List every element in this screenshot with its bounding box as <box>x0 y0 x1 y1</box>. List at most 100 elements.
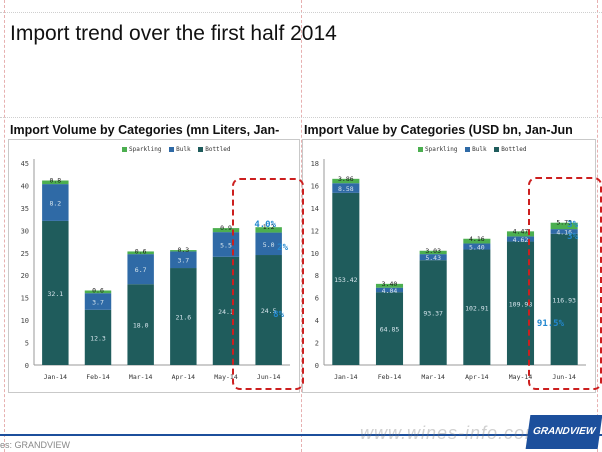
y-tick-label: 14 <box>311 205 319 213</box>
bar-bulk <box>550 229 578 234</box>
y-tick-label: 18 <box>311 160 319 168</box>
data-label-bottled: 102.91 <box>465 304 489 312</box>
y-tick-label: 6 <box>315 295 319 303</box>
share-annotation: 2% <box>277 243 288 253</box>
legend-label-bottled: Bottled <box>205 146 231 153</box>
bar-bottled <box>550 233 578 365</box>
guide-line-top <box>0 12 602 13</box>
guide-line-center <box>301 0 302 452</box>
guide-line-right <box>597 0 598 452</box>
bar-sparkling <box>255 227 282 233</box>
bar-sparkling <box>84 290 112 294</box>
data-label-sparkling: 0.3 <box>177 246 189 254</box>
data-label-bottled: 12.3 <box>90 334 106 342</box>
data-label-sparkling: 0.6 <box>135 247 147 255</box>
bar-sparkling <box>419 250 447 255</box>
data-label-sparkling: 4.47 <box>513 227 529 235</box>
data-label-bottled: 116.93 <box>552 296 576 304</box>
data-label-bulk: 4.62 <box>513 236 529 244</box>
bar-sparkling <box>127 251 154 255</box>
bar-bottled <box>212 256 240 365</box>
bar-bulk <box>463 243 491 250</box>
data-label-sparkling: 3.03 <box>425 247 441 255</box>
data-label-bottled: 24.5 <box>261 307 277 315</box>
data-label-bottled: 153.42 <box>334 276 358 284</box>
y-tick-label: 4 <box>315 317 319 325</box>
data-label-bulk: 6.7 <box>135 266 147 274</box>
x-tick-label: Jun-14 <box>552 373 576 381</box>
y-tick-label: 10 <box>21 317 29 325</box>
guide-line-left <box>4 0 5 452</box>
x-tick-label: May-14 <box>214 373 238 381</box>
legend-swatch-bulk <box>465 147 471 152</box>
bar-bottled <box>170 268 197 365</box>
bottom-rule <box>0 434 602 436</box>
data-label-bottled: 93.37 <box>423 310 443 318</box>
x-tick-label: Jan-14 <box>334 373 358 381</box>
data-label-bulk: 5.5 <box>220 241 232 249</box>
grandview-logo: GRANDVIEW <box>525 415 602 449</box>
data-label-sparkling: 0.8 <box>49 177 61 185</box>
data-label-bulk: 4.16 <box>556 228 572 236</box>
watermark: www.wines-info.com <box>360 423 542 443</box>
bar-sparkling <box>42 180 69 185</box>
y-tick-label: 30 <box>21 227 29 235</box>
data-label-bulk: 3.7 <box>177 257 189 265</box>
data-label-bottled: 24.1 <box>218 308 234 316</box>
y-tick-label: 16 <box>311 182 319 190</box>
data-label-bottled: 18.0 <box>133 322 149 330</box>
bar-bottled <box>419 260 447 365</box>
legend-label-sparkling: Sparkling <box>425 146 458 153</box>
bar-sparkling <box>550 222 578 230</box>
legend-swatch-sparkling <box>122 147 127 152</box>
legend-swatch-bottled <box>494 147 500 152</box>
data-label-bulk: 5.0 <box>263 241 275 249</box>
chart-volume: 0 5 10 15 20 25 30 35 40 45 32.1 8.2 0.8 Jan-14 12.3 3.… <box>21 159 290 381</box>
y-tick-label: 8 <box>315 272 319 280</box>
legend-label-bulk: Bulk <box>176 146 191 153</box>
data-label-bottled: 21.6 <box>176 314 192 322</box>
bar-bulk <box>170 251 197 269</box>
y-tick-label: 0 <box>315 362 319 370</box>
bar-bottled <box>255 255 282 365</box>
share-annotation: 4.0% <box>254 220 276 230</box>
data-label-bottled: 64.85 <box>380 326 400 334</box>
data-label-sparkling: 5.73 <box>556 219 572 227</box>
x-tick-label: Jun-14 <box>257 373 281 381</box>
data-label-sparkling: 3.86 <box>338 175 354 183</box>
x-tick-label: May-14 <box>509 373 533 381</box>
data-label-bottled: 109.98 <box>509 300 533 308</box>
legend-label-bottled: Bottled <box>501 146 527 153</box>
y-tick-label: 15 <box>21 295 29 303</box>
legend-label-sparkling: Sparkling <box>129 146 162 153</box>
legend-label-bulk: Bulk <box>472 146 487 153</box>
y-tick-label: 20 <box>21 272 29 280</box>
source-note: es: GRANDVIEW <box>0 440 71 450</box>
legend-volume: Sparkling Bulk Bottled <box>118 146 231 153</box>
data-label-sparkling: 0.9 <box>220 224 232 232</box>
x-tick-label: Mar-14 <box>129 373 153 381</box>
bar-bottled <box>375 292 404 365</box>
x-tick-label: Apr-14 <box>172 373 196 381</box>
bar-bulk <box>255 232 282 256</box>
legend-swatch-bottled <box>198 147 204 152</box>
highlight-box-value <box>528 177 602 390</box>
y-tick-label: 5 <box>25 340 29 348</box>
share-annotation: 8% <box>273 310 284 320</box>
guide-line-mid <box>0 117 602 118</box>
data-label-bulk: 8.58 <box>338 185 354 193</box>
bar-bottled <box>127 284 154 365</box>
data-label-bulk: 4.04 <box>382 287 398 295</box>
y-tick-label: 10 <box>311 250 319 258</box>
bar-bulk <box>127 254 154 285</box>
data-label-sparkling: 4.16 <box>469 235 485 243</box>
y-tick-label: 12 <box>311 227 319 235</box>
data-label-bulk: 8.2 <box>49 200 61 208</box>
y-tick-label: 35 <box>21 205 29 213</box>
y-tick-label: 40 <box>21 182 29 190</box>
x-tick-label: Apr-14 <box>465 373 489 381</box>
bar-bottled <box>463 249 491 365</box>
bar-bulk <box>375 287 404 293</box>
bar-bottled <box>42 220 69 365</box>
x-tick-label: Mar-14 <box>421 373 445 381</box>
